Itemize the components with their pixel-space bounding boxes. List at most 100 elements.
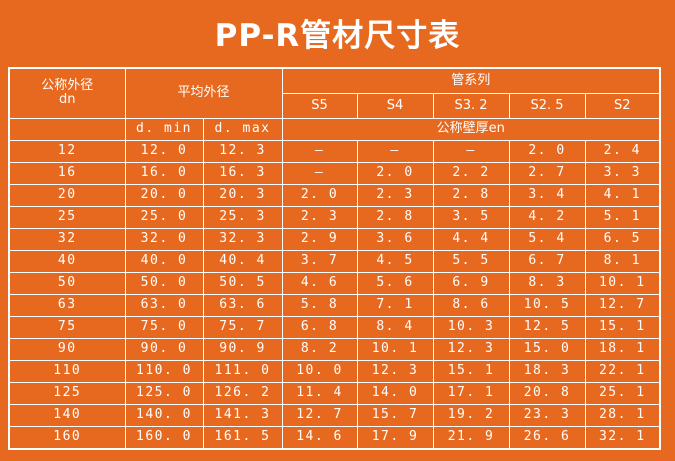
cell-dn: 50 xyxy=(8,271,126,295)
cell-d-max: 40. 4 xyxy=(202,249,283,273)
cell-d-min: 20. 0 xyxy=(124,183,204,207)
cell-s3-2: 2. 2 xyxy=(432,161,510,185)
table-row: 63 63. 0 63. 6 5. 8 7. 1 8. 6 10. 5 12. 7 xyxy=(8,293,661,317)
header-series-s2: S2 xyxy=(584,92,661,119)
cell-s4: 3. 6 xyxy=(356,227,434,251)
table-row: 50 50. 0 50. 5 4. 6 5. 6 6. 9 8. 3 10. 1 xyxy=(8,271,661,295)
cell-dn: 16 xyxy=(8,161,126,185)
cell-dn: 32 xyxy=(8,227,126,251)
cell-d-max: 161. 5 xyxy=(202,425,283,450)
cell-s3-2: 21. 9 xyxy=(432,425,510,450)
cell-s5: 10. 0 xyxy=(281,359,358,383)
cell-d-min: 90. 0 xyxy=(124,337,204,361)
cell-d-max: 90. 9 xyxy=(202,337,283,361)
cell-s4: 15. 7 xyxy=(356,403,434,427)
cell-s2: 32. 1 xyxy=(584,425,661,450)
page-title: PP-R管材尺寸表 xyxy=(214,18,461,54)
cell-d-max: 20. 3 xyxy=(202,183,283,207)
cell-s2: 18. 1 xyxy=(584,337,661,361)
cell-dn: 63 xyxy=(8,293,126,317)
cell-s3-2: 6. 9 xyxy=(432,271,510,295)
header-series-s3-2: S3. 2 xyxy=(432,92,510,119)
cell-d-min: 75. 0 xyxy=(124,315,204,339)
cell-s5: 14. 6 xyxy=(281,425,358,450)
cell-d-max: 12. 3 xyxy=(202,139,283,163)
cell-d-min: 63. 0 xyxy=(124,293,204,317)
cell-s5: 2. 3 xyxy=(281,205,358,229)
table-row: 110 110. 0 111. 0 10. 0 12. 3 15. 1 18. 3 22. 1 xyxy=(8,359,661,383)
cell-s2-5: 12. 5 xyxy=(508,315,586,339)
cell-s2: 5. 1 xyxy=(584,205,661,229)
cell-s4: 2. 8 xyxy=(356,205,434,229)
header-wall-thickness: 公称壁厚en xyxy=(281,117,661,141)
table-row: 25 25. 0 25. 3 2. 3 2. 8 3. 5 4. 2 5. 1 xyxy=(8,205,661,229)
header-pipe-series: 管系列 xyxy=(281,67,661,94)
cell-s2-5: 2. 7 xyxy=(508,161,586,185)
cell-d-min: 50. 0 xyxy=(124,271,204,295)
cell-s2: 22. 1 xyxy=(584,359,661,383)
cell-dn: 20 xyxy=(8,183,126,207)
cell-s4: 5. 6 xyxy=(356,271,434,295)
table-row: 90 90. 0 90. 9 8. 2 10. 1 12. 3 15. 0 18. 1 xyxy=(8,337,661,361)
cell-dn: 160 xyxy=(8,425,126,450)
table-row: 75 75. 0 75. 7 6. 8 8. 4 10. 3 12. 5 15. 1 xyxy=(8,315,661,339)
cell-s2: 28. 1 xyxy=(584,403,661,427)
table-row: 32 32. 0 32. 3 2. 9 3. 6 4. 4 5. 4 6. 5 xyxy=(8,227,661,251)
cell-d-max: 32. 3 xyxy=(202,227,283,251)
cell-d-max: 63. 6 xyxy=(202,293,283,317)
header-outer-diameter-label: 公称外径 xyxy=(41,78,94,94)
cell-d-max: 75. 7 xyxy=(202,315,283,339)
cell-s5: — xyxy=(281,139,358,163)
cell-s5: 6. 8 xyxy=(281,315,358,339)
cell-s5: 2. 0 xyxy=(281,183,358,207)
cell-dn: 75 xyxy=(8,315,126,339)
pipe-size-table: 公称外径 dn 平均外径 管系列 S5 S4 S3. 2 S2. 5 S2 d.… xyxy=(8,67,662,450)
cell-dn: 90 xyxy=(8,337,126,361)
cell-s5: — xyxy=(281,161,358,185)
cell-s4: 10. 1 xyxy=(356,337,434,361)
cell-dn: 25 xyxy=(8,205,126,229)
cell-s2-5: 8. 3 xyxy=(508,271,586,295)
cell-d-min: 40. 0 xyxy=(124,249,204,273)
header-d-min: d. min xyxy=(124,117,204,141)
cell-d-max: 111. 0 xyxy=(202,359,283,383)
cell-d-max: 16. 3 xyxy=(202,161,283,185)
table-row: 140 140. 0 141. 3 12. 7 15. 7 19. 2 23. 3 28. 1 xyxy=(8,403,661,427)
cell-d-min: 140. 0 xyxy=(124,403,204,427)
cell-d-min: 16. 0 xyxy=(124,161,204,185)
cell-s2-5: 23. 3 xyxy=(508,403,586,427)
cell-s3-2: 3. 5 xyxy=(432,205,510,229)
cell-s3-2: 2. 8 xyxy=(432,183,510,207)
cell-s2-5: 20. 8 xyxy=(508,381,586,405)
cell-s2: 10. 1 xyxy=(584,271,661,295)
cell-s4: — xyxy=(356,139,434,163)
cell-s4: 2. 0 xyxy=(356,161,434,185)
cell-dn: 125 xyxy=(8,381,126,405)
cell-d-max: 126. 2 xyxy=(202,381,283,405)
cell-d-min: 110. 0 xyxy=(124,359,204,383)
cell-d-min: 160. 0 xyxy=(124,425,204,450)
cell-dn: 110 xyxy=(8,359,126,383)
header-d-max: d. max xyxy=(202,117,283,141)
cell-s4: 2. 3 xyxy=(356,183,434,207)
cell-s2: 3. 3 xyxy=(584,161,661,185)
cell-s2: 4. 1 xyxy=(584,183,661,207)
cell-s2-5: 3. 4 xyxy=(508,183,586,207)
cell-s2: 6. 5 xyxy=(584,227,661,251)
header-blank xyxy=(8,117,126,141)
cell-d-min: 32. 0 xyxy=(124,227,204,251)
header-series-s5: S5 xyxy=(281,92,358,119)
cell-s3-2: 5. 5 xyxy=(432,249,510,273)
header-avg-diameter: 平均外径 xyxy=(124,67,283,119)
cell-d-min: 25. 0 xyxy=(124,205,204,229)
table-row: 12 12. 0 12. 3— — —2. 0 2. 4 xyxy=(8,139,661,163)
cell-dn: 12 xyxy=(8,139,126,163)
cell-s3-2: 4. 4 xyxy=(432,227,510,251)
cell-s5: 8. 2 xyxy=(281,337,358,361)
cell-s4: 14. 0 xyxy=(356,381,434,405)
cell-s3-2: 8. 6 xyxy=(432,293,510,317)
header-outer-diameter-unit: dn xyxy=(59,92,76,108)
cell-s2: 15. 1 xyxy=(584,315,661,339)
cell-s5: 3. 7 xyxy=(281,249,358,273)
